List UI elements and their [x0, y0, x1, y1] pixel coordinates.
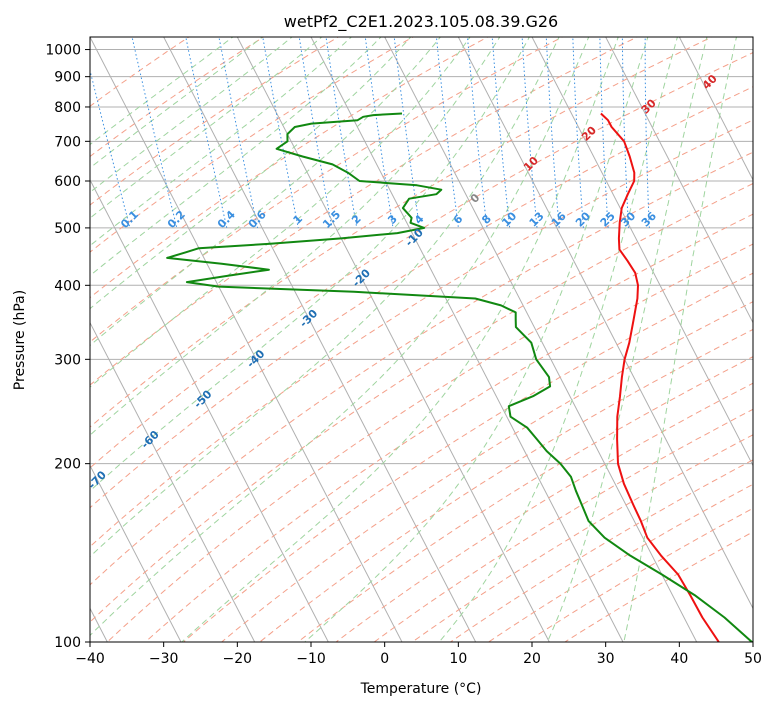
moist-adiabat-0: [90, 37, 382, 277]
dry-adiabat-40: [90, 37, 713, 428]
dry-adiabat-110: [144, 243, 753, 642]
dry-adiabat-140: [259, 328, 753, 642]
x-tick-label-0: 0: [380, 651, 389, 667]
dry-adiabat-10: [90, 37, 489, 299]
moist-adiabat-12: [90, 37, 471, 388]
dry-adiabat-50: [90, 52, 753, 469]
mixing-ratio-line-1: [131, 37, 178, 229]
mixing-ratio-line-3: [218, 37, 259, 228]
x-tick-label--10: −10: [296, 651, 326, 667]
isotherm-20: [531, 37, 753, 467]
moist-adiabats: [90, 37, 738, 642]
y-tick-label-900: 900: [54, 70, 81, 86]
moist-adiabat--12: [90, 37, 293, 193]
y-axis-ticks: 100 200 300 400 500 600 700 800 900 1000: [45, 43, 90, 651]
x-axis-ticks: −40 −30 −20 −10 0 10 20 30 40 50: [75, 642, 762, 667]
x-tick-label-50: 50: [744, 651, 762, 667]
dry-adiabat--30: [90, 37, 190, 107]
x-tick-label--40: −40: [75, 651, 105, 667]
moist-adiabat-4: [90, 37, 412, 310]
isotherm--30: [163, 37, 477, 642]
moist-adiabat-24: [90, 37, 560, 558]
isotherm-30: [605, 37, 753, 324]
x-tick-label-40: 40: [670, 651, 688, 667]
moist-adiabat--4: [90, 37, 353, 247]
dewpoint-trace: [166, 112, 753, 642]
isotherm--60: [90, 321, 256, 642]
y-axis-label: Pressure (hPa): [12, 290, 28, 390]
isotherm-40: [678, 37, 753, 181]
y-tick-label-300: 300: [54, 352, 81, 368]
y-tick-label-1000: 1000: [45, 43, 81, 59]
y-tick-label-200: 200: [54, 457, 81, 473]
isotherm--10: [310, 37, 624, 642]
mixing-ratio-line-14: [572, 37, 584, 228]
moist-adiabat--8: [90, 37, 323, 219]
dry-adiabat-150: [297, 356, 753, 642]
dry-adiabat-70: [90, 119, 753, 548]
mixing-ratio-line-16: [621, 37, 630, 228]
x-tick-label--30: −30: [149, 651, 179, 667]
mixing-ratio-lines: [90, 37, 650, 229]
moist-adiabat-32: [181, 37, 619, 642]
plot-background: [90, 37, 753, 642]
y-tick-label-400: 400: [54, 278, 81, 294]
x-tick-label--20: −20: [223, 651, 253, 667]
x-tick-label-20: 20: [523, 651, 541, 667]
mixing-ratio-line-0: [90, 68, 131, 229]
x-axis-label: Temperature (°C): [360, 681, 482, 697]
plot-frame: [89, 36, 754, 643]
dry-adiabat--10: [90, 37, 340, 206]
moist-adiabat-28: [90, 37, 590, 637]
skewed-isotherms: [90, 37, 753, 642]
mixing-ratio-line-2: [185, 37, 228, 229]
dry-adiabat-60: [90, 86, 753, 509]
isotherm-50: [752, 37, 753, 39]
y-tick-label-600: 600: [54, 174, 81, 190]
y-tick-label-700: 700: [54, 134, 81, 150]
isotherm--50: [90, 178, 329, 642]
isotherm--70: [90, 464, 182, 642]
moist-adiabat-36: [304, 37, 649, 642]
isotherm-0: [384, 37, 698, 642]
dry-adiabat-100: [106, 213, 753, 642]
mixing-ratio-line-15: [599, 37, 609, 228]
dry-adiabat-80: [90, 151, 753, 586]
dry-adiabat-20: [90, 37, 564, 343]
isotherm--20: [236, 37, 550, 642]
y-tick-label-500: 500: [54, 221, 81, 237]
moist-adiabat-8: [90, 37, 442, 347]
mixing-ratio-line-17: [644, 37, 650, 228]
y-tick-label-800: 800: [54, 100, 81, 116]
temperature-trace: [600, 112, 720, 642]
moist-adiabat-44: [546, 37, 708, 642]
moist-adiabat-40: [438, 37, 678, 642]
moist-adiabat-20: [90, 37, 530, 492]
chart-title: wetPf2_C2E1.2023.105.08.39.G26: [284, 12, 558, 32]
sounding-traces: [166, 112, 753, 642]
mixing-ratio-line-4: [262, 37, 299, 229]
moist-adiabat-48: [623, 37, 738, 642]
dry-adiabats: [90, 37, 753, 642]
x-tick-label-10: 10: [449, 651, 467, 667]
moist-adiabat--20: [90, 37, 234, 146]
isotherm--40: [90, 37, 403, 642]
dry-adiabat-30: [90, 37, 639, 386]
x-tick-label-30: 30: [597, 651, 615, 667]
moist-adiabat-16: [90, 37, 501, 436]
dry-adiabat-0: [90, 37, 414, 253]
y-tick-label-100: 100: [54, 635, 81, 651]
